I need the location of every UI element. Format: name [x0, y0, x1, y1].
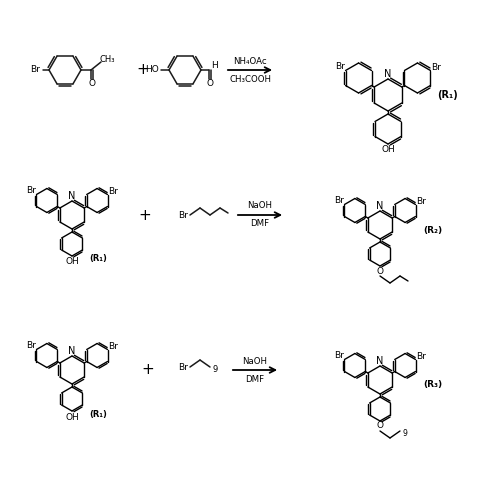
Text: Br: Br: [431, 63, 441, 72]
Text: +: +: [137, 62, 150, 78]
Text: Br: Br: [108, 342, 118, 351]
Text: O: O: [376, 266, 383, 276]
Text: HO: HO: [145, 66, 159, 74]
Text: O: O: [376, 422, 383, 430]
Text: +: +: [142, 362, 154, 378]
Text: N: N: [68, 346, 75, 356]
Text: Br: Br: [416, 352, 426, 361]
Text: H: H: [210, 60, 217, 70]
Text: (R₂): (R₂): [423, 226, 443, 234]
Text: OH: OH: [65, 412, 79, 422]
Text: 9: 9: [212, 366, 218, 374]
Text: N: N: [376, 201, 384, 211]
Text: Br: Br: [108, 187, 118, 196]
Text: 9: 9: [403, 428, 408, 438]
Text: DMF: DMF: [250, 220, 270, 228]
Text: O: O: [206, 80, 213, 88]
Text: (R₃): (R₃): [423, 380, 443, 390]
Text: (R₁): (R₁): [89, 410, 107, 418]
Text: N: N: [384, 69, 392, 79]
Text: NH₄OAc: NH₄OAc: [233, 56, 267, 66]
Text: Br: Br: [178, 362, 188, 372]
Text: Br: Br: [416, 197, 426, 206]
Text: OH: OH: [381, 146, 395, 154]
Text: Br: Br: [30, 66, 40, 74]
Text: CH₃COOH: CH₃COOH: [229, 74, 271, 84]
Text: (R₁): (R₁): [438, 90, 458, 100]
Text: O: O: [89, 80, 95, 88]
Text: +: +: [139, 208, 151, 222]
Text: OH: OH: [65, 258, 79, 266]
Text: DMF: DMF: [245, 374, 264, 384]
Text: Br: Br: [178, 210, 188, 220]
Text: Br: Br: [26, 341, 36, 350]
Text: NaOH: NaOH: [247, 202, 273, 210]
Text: (R₁): (R₁): [89, 254, 107, 264]
Text: N: N: [376, 356, 384, 366]
Text: NaOH: NaOH: [243, 356, 267, 366]
Text: Br: Br: [335, 351, 344, 360]
Text: CH₃: CH₃: [99, 54, 115, 64]
Text: Br: Br: [26, 186, 36, 195]
Text: Br: Br: [335, 196, 344, 205]
Text: N: N: [68, 191, 75, 201]
Text: Br: Br: [336, 62, 345, 71]
